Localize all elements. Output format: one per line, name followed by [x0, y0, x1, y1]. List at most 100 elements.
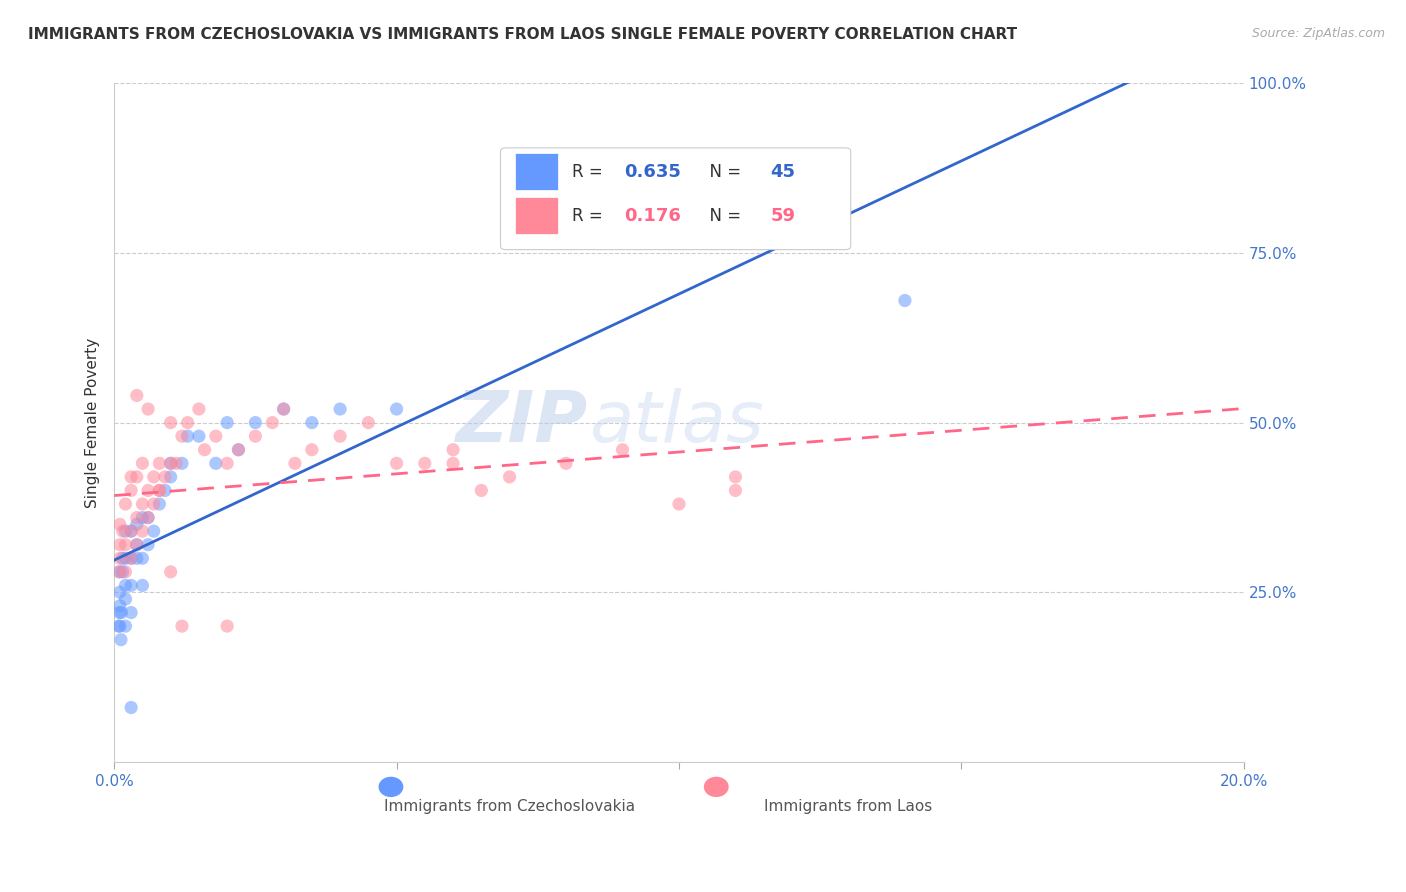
Point: [131, 497, 153, 511]
Point: [131, 456, 153, 470]
Point: [159, 470, 181, 484]
Point: [148, 483, 170, 498]
Point: [136, 402, 159, 417]
Point: [136, 510, 159, 524]
Point: [114, 565, 136, 579]
Point: [108, 606, 131, 620]
Point: [120, 551, 142, 566]
Point: [441, 442, 464, 457]
Point: [165, 456, 187, 470]
Text: ZIP: ZIP: [457, 388, 589, 457]
Text: 0.176: 0.176: [624, 207, 681, 225]
Point: [131, 510, 153, 524]
Point: [131, 578, 153, 592]
Point: [148, 483, 170, 498]
Point: [114, 524, 136, 538]
Point: [555, 456, 578, 470]
Point: [176, 416, 198, 430]
Point: [498, 470, 520, 484]
Point: [612, 442, 634, 457]
Text: R =: R =: [572, 207, 607, 225]
Text: Immigrants from Laos: Immigrants from Laos: [765, 799, 932, 814]
Point: [131, 524, 153, 538]
Point: [108, 551, 131, 566]
Point: [125, 538, 148, 552]
Point: [205, 429, 228, 443]
Point: [159, 456, 181, 470]
Point: [108, 599, 131, 613]
Point: [245, 416, 267, 430]
Point: [193, 442, 215, 457]
Point: [228, 442, 250, 457]
Point: [245, 429, 267, 443]
Point: [107, 565, 129, 579]
Bar: [515, 197, 558, 235]
Point: [108, 619, 131, 633]
Text: Immigrants from Czechoslovakia: Immigrants from Czechoslovakia: [384, 799, 636, 814]
Point: [205, 456, 228, 470]
Text: R =: R =: [572, 162, 607, 180]
Point: [273, 402, 295, 417]
Point: [668, 497, 690, 511]
Point: [136, 538, 159, 552]
Point: [131, 551, 153, 566]
Point: [114, 538, 136, 552]
Point: [385, 402, 408, 417]
Point: [470, 483, 492, 498]
Point: [114, 551, 136, 566]
Point: [148, 497, 170, 511]
Point: [114, 619, 136, 633]
Point: [108, 538, 131, 552]
Point: [110, 632, 132, 647]
Point: [120, 470, 142, 484]
Point: [170, 456, 193, 470]
Point: [125, 538, 148, 552]
Point: [176, 429, 198, 443]
Point: [120, 524, 142, 538]
Point: [329, 402, 352, 417]
Text: Source: ZipAtlas.com: Source: ZipAtlas.com: [1251, 27, 1385, 40]
Point: [385, 456, 408, 470]
Point: [114, 592, 136, 607]
Point: [136, 483, 159, 498]
Point: [110, 606, 132, 620]
Ellipse shape: [378, 777, 404, 797]
Point: [120, 606, 142, 620]
Point: [148, 456, 170, 470]
Point: [120, 578, 142, 592]
Text: N =: N =: [699, 162, 747, 180]
Point: [228, 442, 250, 457]
Text: 59: 59: [770, 207, 796, 225]
Point: [329, 429, 352, 443]
Point: [301, 416, 323, 430]
Point: [125, 470, 148, 484]
Point: [187, 402, 209, 417]
Point: [142, 524, 165, 538]
Point: [159, 416, 181, 430]
Point: [111, 565, 134, 579]
Point: [125, 388, 148, 402]
Point: [108, 517, 131, 532]
Point: [125, 551, 148, 566]
Point: [153, 470, 176, 484]
Point: [125, 510, 148, 524]
Text: IMMIGRANTS FROM CZECHOSLOVAKIA VS IMMIGRANTS FROM LAOS SINGLE FEMALE POVERTY COR: IMMIGRANTS FROM CZECHOSLOVAKIA VS IMMIGR…: [28, 27, 1018, 42]
Point: [159, 565, 181, 579]
Point: [284, 456, 307, 470]
Point: [120, 700, 142, 714]
Point: [357, 416, 380, 430]
Point: [217, 456, 239, 470]
Point: [413, 456, 436, 470]
Text: 0.635: 0.635: [624, 162, 681, 180]
Point: [111, 524, 134, 538]
Point: [120, 524, 142, 538]
Point: [153, 483, 176, 498]
Point: [301, 442, 323, 457]
Text: N =: N =: [699, 207, 747, 225]
Point: [273, 402, 295, 417]
Point: [724, 470, 747, 484]
Point: [262, 416, 284, 430]
Point: [136, 510, 159, 524]
Point: [111, 551, 134, 566]
Bar: [515, 153, 558, 190]
